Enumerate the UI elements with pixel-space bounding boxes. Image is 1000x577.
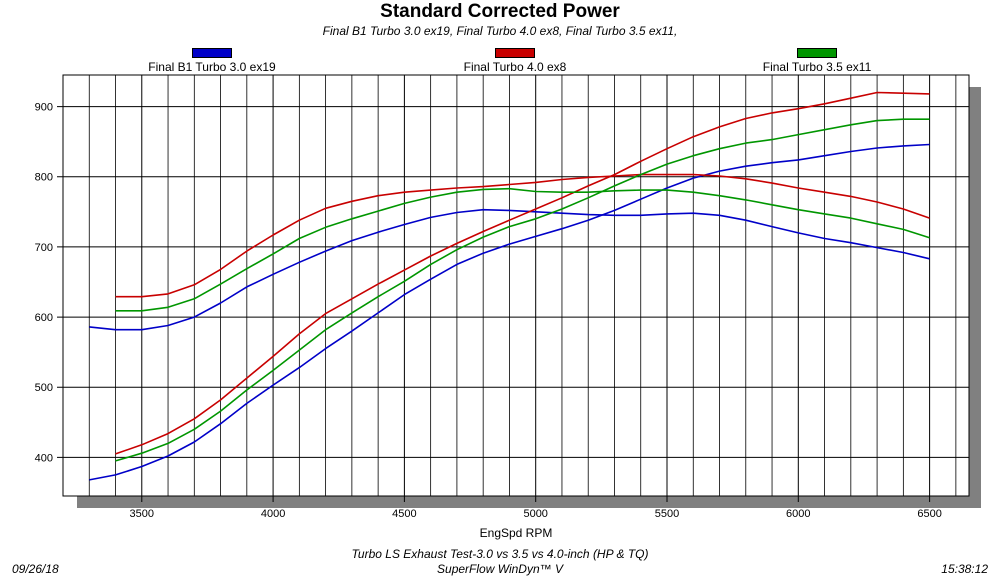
y-tick-label: 800 — [35, 172, 53, 184]
x-axis-label: EngSpd RPM — [480, 526, 553, 540]
x-tick-label: 4500 — [392, 508, 416, 520]
legend-label: Final B1 Turbo 3.0 ex19 — [148, 60, 276, 74]
series-line-power-0000c8 — [89, 143, 930, 481]
chart-title: Standard Corrected Power — [380, 1, 620, 22]
footer-software: SuperFlow WinDyn™ V — [437, 562, 563, 576]
series-line-power-c80000 — [115, 91, 930, 455]
footer-date: 09/26/18 — [12, 562, 59, 576]
series-line-power-009600 — [115, 118, 930, 462]
legend-label: Final Turbo 3.5 ex11 — [762, 60, 872, 74]
x-tick-label: 6500 — [917, 508, 941, 520]
y-tick-label: 900 — [35, 102, 53, 114]
legend-label: Final Turbo 4.0 ex8 — [463, 60, 567, 74]
series-line-torque-009600 — [115, 187, 930, 312]
legend-swatch-blue — [192, 48, 232, 58]
chart-subtitle: Final B1 Turbo 3.0 ex19, Final Turbo 4.0… — [322, 24, 678, 38]
x-tick-label: 5500 — [655, 508, 679, 520]
footer-test-name: Turbo LS Exhaust Test-3.0 vs 3.5 vs 4.0-… — [351, 547, 649, 561]
legend-entry-turbo-4-0: Final Turbo 4.0 ex8 — [385, 48, 645, 74]
x-tick-label: 4000 — [261, 508, 285, 520]
x-tick-label: 6000 — [786, 508, 810, 520]
y-tick-label: 500 — [35, 382, 53, 394]
legend-entry-b1-turbo-3-0: Final B1 Turbo 3.0 ex19 — [82, 48, 342, 74]
series-line-torque-c80000 — [115, 173, 930, 298]
tick-labels: 400 500 600 700 800 900 3500 4000 4500 5000 5500 60… — [35, 102, 942, 520]
y-tick-label: 700 — [35, 242, 53, 254]
plot-area — [62, 74, 970, 497]
legend-swatch-green — [797, 48, 837, 58]
legend-entry-turbo-3-5: Final Turbo 3.5 ex11 — [687, 48, 947, 74]
y-tick-label: 400 — [35, 452, 53, 464]
grid-lines — [57, 75, 969, 502]
series-lines — [89, 91, 930, 481]
legend-swatch-red — [495, 48, 535, 58]
x-tick-label: 3500 — [130, 508, 154, 520]
x-tick-label: 5000 — [523, 508, 547, 520]
series-line-torque-0000c8 — [89, 208, 930, 331]
footer-time: 15:38:12 — [941, 562, 988, 576]
y-tick-label: 600 — [35, 312, 53, 324]
